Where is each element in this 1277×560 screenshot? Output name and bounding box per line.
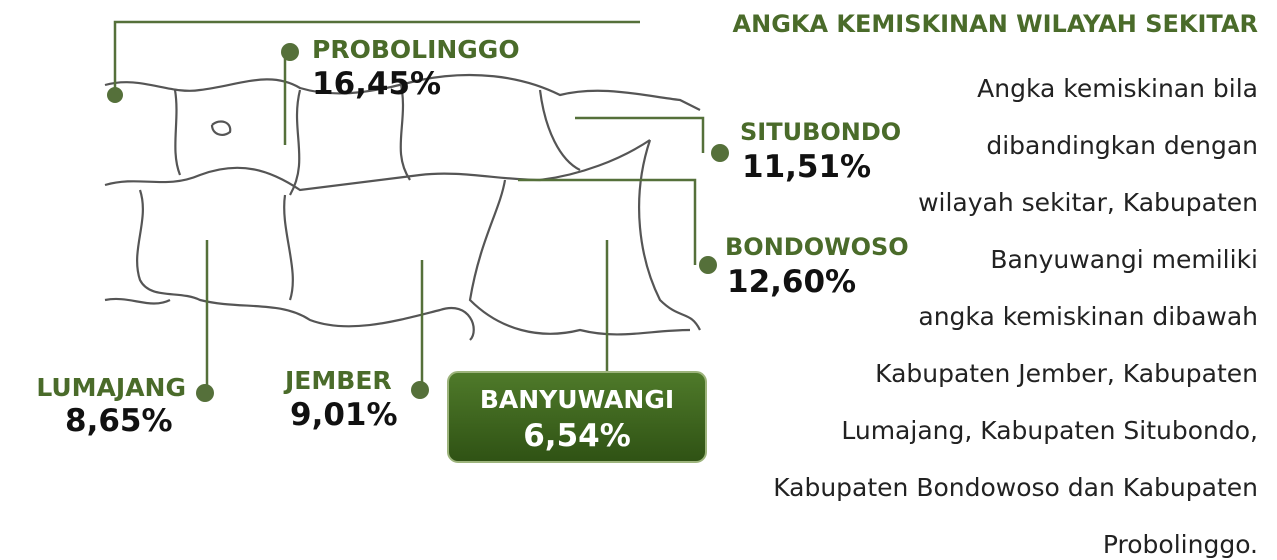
region-value: 12,60%	[727, 264, 856, 300]
dot	[107, 87, 123, 103]
paragraph-line: Kabupaten Jember, Kabupaten	[875, 359, 1258, 388]
region-name: BONDOWOSO	[725, 233, 909, 261]
title: ANGKA KEMISKINAN WILAYAH SEKITAR	[733, 10, 1258, 38]
region-value: 11,51%	[742, 149, 871, 185]
dot	[196, 384, 214, 402]
paragraph-line: Lumajang, Kabupaten Situbondo,	[841, 416, 1258, 445]
paragraph-line: Banyuwangi memiliki	[990, 245, 1258, 274]
region-value: 6,54%	[523, 418, 631, 454]
region-name: LUMAJANG	[36, 373, 186, 402]
paragraph-line: Kabupaten Bondowoso dan Kabupaten	[773, 473, 1258, 502]
paragraph-line: angka kemiskinan dibawah	[918, 302, 1258, 331]
paragraph-line: Probolinggo.	[1103, 530, 1258, 559]
region-value: 16,45%	[312, 66, 441, 102]
region-name: SITUBONDO	[740, 118, 901, 146]
region-name: BANYUWANGI	[480, 385, 674, 414]
dot	[281, 43, 299, 61]
region-name: JEMBER	[283, 366, 392, 395]
paragraph: Angka kemiskinan bila dibandingkan dengan…	[773, 74, 1258, 559]
dot	[711, 144, 729, 162]
highlight-box	[447, 371, 707, 463]
dots	[107, 43, 729, 402]
region-name: PROBOLINGGO	[312, 35, 520, 64]
dot	[699, 256, 717, 274]
region-value: 9,01%	[290, 397, 398, 433]
paragraph-line: dibandingkan dengan	[986, 131, 1258, 160]
paragraph-line: Angka kemiskinan bila	[977, 74, 1258, 103]
dot	[411, 381, 429, 399]
leader-lines	[113, 20, 705, 393]
paragraph-line: wilayah sekitar, Kabupaten	[918, 188, 1258, 217]
map	[104, 73, 701, 341]
region-value: 8,65%	[65, 403, 173, 439]
